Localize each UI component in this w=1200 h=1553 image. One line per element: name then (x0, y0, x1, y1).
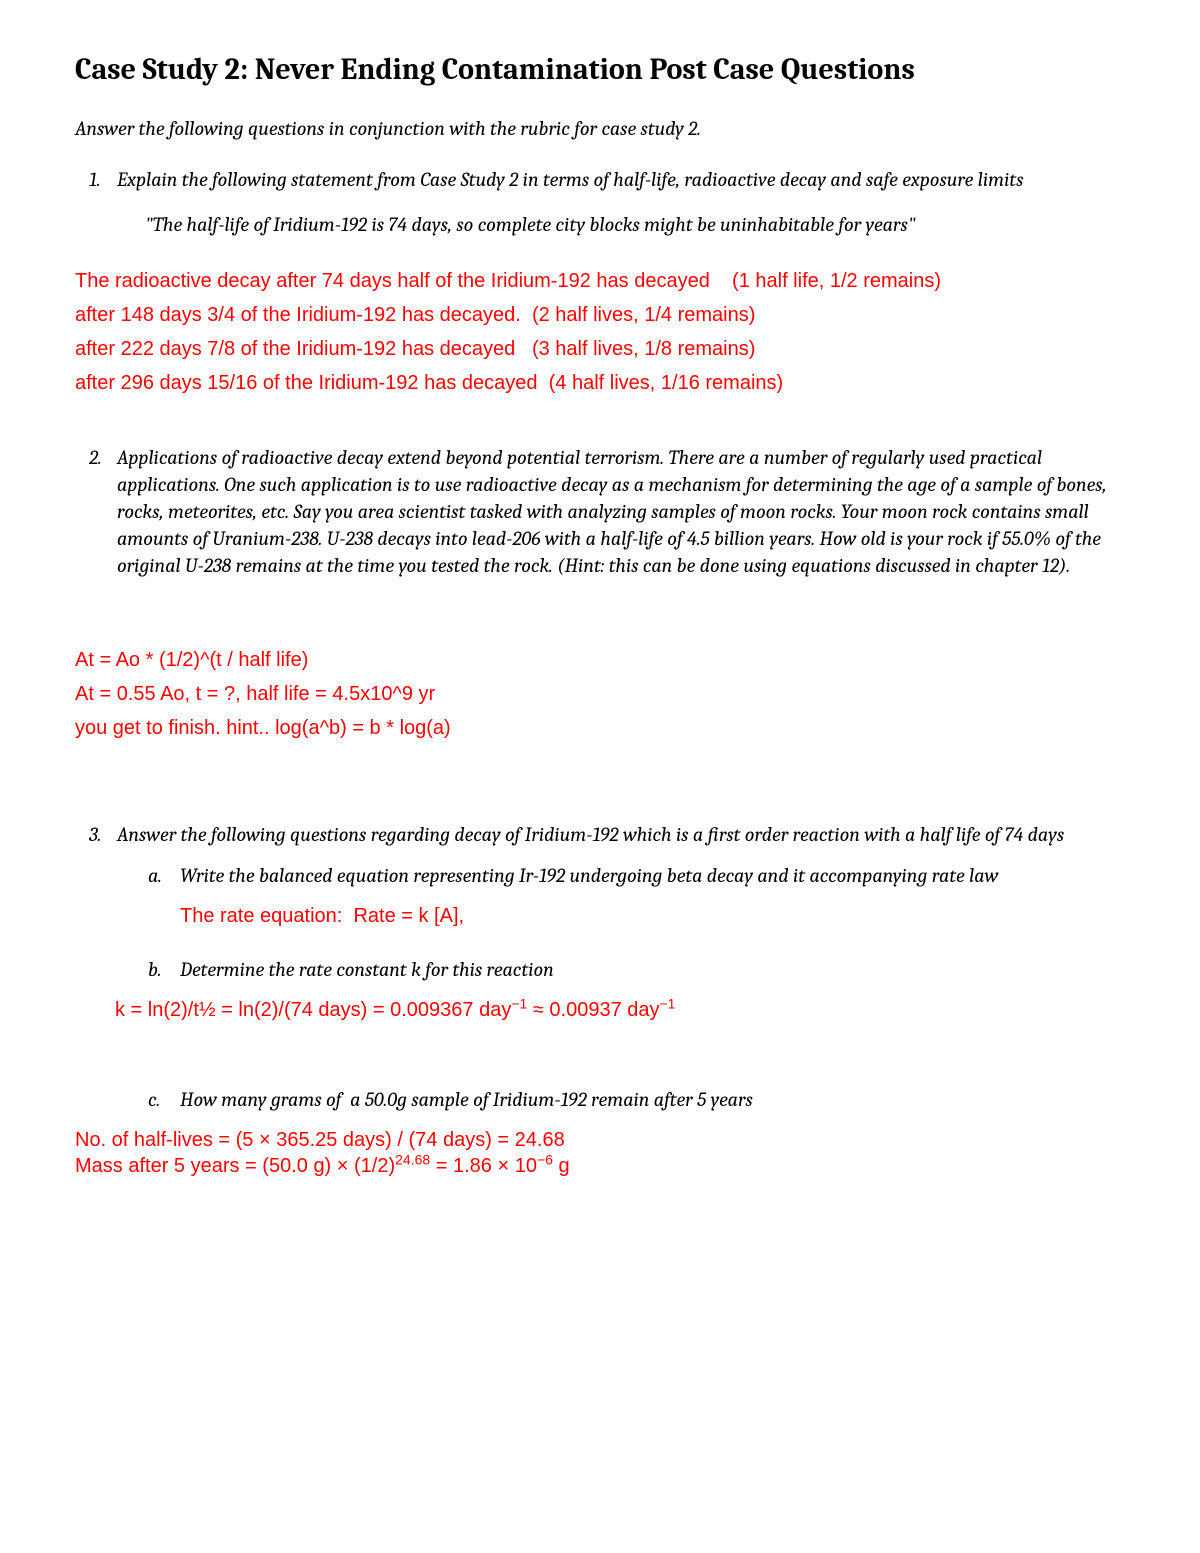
q3a-letter: a. (148, 862, 180, 889)
q2-answer-line2: At = 0.55 Ao, t = ?, half life = 4.5x10^… (75, 681, 1125, 707)
q2-answer-line3: you get to finish. hint.. log(a^b) = b *… (75, 715, 1125, 741)
q1-answer-line2: after 148 days 3/4 of the Iridium-192 ha… (75, 302, 1125, 328)
q2-answer-block: At = Ao * (1/2)^(t / half life) At = 0.5… (75, 647, 1125, 741)
q3b-text: Determine the rate constant k for this r… (180, 958, 554, 981)
q2-answer-line1: At = Ao * (1/2)^(t / half life) (75, 647, 1125, 673)
instruction-text: Answer the following questions in conjun… (75, 115, 1125, 142)
q3b-letter: b. (148, 956, 180, 983)
q3c-text: How many grams of a 50.0g sample of Irid… (180, 1088, 753, 1111)
question-2: 2.Applications of radioactive decay exte… (117, 444, 1125, 579)
q3-text: Answer the following questions regarding… (117, 823, 1064, 846)
q3a-answer: The rate equation: Rate = k [A], (180, 903, 1125, 930)
q2-number: 2. (89, 444, 117, 471)
q1-answer-line3: after 222 days 7/8 of the Iridium-192 ha… (75, 336, 1125, 362)
q3a-text: Write the balanced equation representing… (180, 864, 998, 887)
q3c-answer-line2: Mass after 5 years = (50.0 g) × (1/2)24.… (75, 1153, 1125, 1179)
q3c-answer: No. of half-lives = (5 × 365.25 days) / … (75, 1127, 1125, 1179)
page-title: Case Study 2: Never Ending Contamination… (75, 50, 1125, 91)
q3c-answer-line1: No. of half-lives = (5 × 365.25 days) / … (75, 1127, 1125, 1153)
q1-answer-block: The radioactive decay after 74 days half… (75, 268, 1125, 396)
q1-answer-line1: The radioactive decay after 74 days half… (75, 268, 1125, 294)
q1-number: 1. (89, 166, 117, 193)
q1-answer-line4: after 296 days 15/16 of the Iridium-192 … (75, 370, 1125, 396)
question-3: 3.Answer the following questions regardi… (117, 821, 1125, 848)
q1-quote: "The half-life of Iridium-192 is 74 days… (145, 211, 1125, 238)
question-1: 1.Explain the following statement from C… (117, 166, 1125, 193)
q3a: a.Write the balanced equation representi… (180, 862, 1125, 889)
q3c: c.How many grams of a 50.0g sample of Ir… (180, 1086, 1125, 1113)
q1-text: Explain the following statement from Cas… (117, 168, 1023, 191)
q2-text: Applications of radioactive decay extend… (117, 446, 1107, 577)
q3-number: 3. (89, 821, 117, 848)
q3c-letter: c. (148, 1086, 180, 1113)
q3b: b.Determine the rate constant k for this… (180, 956, 1125, 983)
q3b-answer: k = ln(2)/t½ = ln(2)/(74 days) = 0.00936… (115, 997, 1125, 1024)
